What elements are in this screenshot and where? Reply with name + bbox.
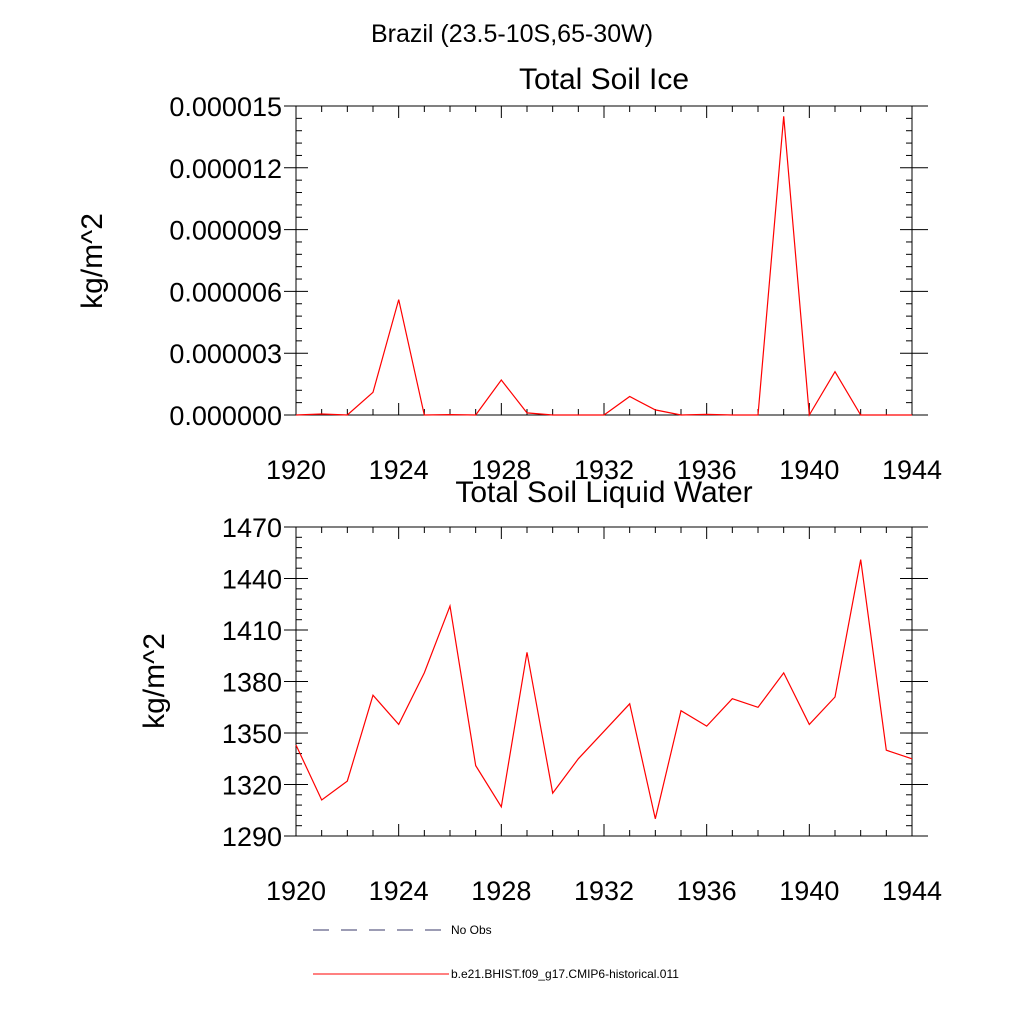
y-tick-label: 0.000000 [169, 401, 282, 431]
x-tick-label: 1936 [677, 876, 737, 906]
x-tick-label: 1928 [471, 876, 531, 906]
series-line [295, 559, 913, 819]
x-tick-label: 1932 [574, 455, 634, 485]
y-tick-label: 0.000006 [169, 277, 282, 307]
panel-total-soil-liquid-water: Total Soil Liquid Water kg/m^2 1920 1924 1… [138, 476, 942, 906]
panel-total-soil-ice: Total Soil Ice kg/m^2 1920 1924 1928 1932 19… [76, 63, 942, 485]
series-line [295, 116, 912, 417]
x-tick-label: 1944 [882, 455, 942, 485]
x-tick-label: 1924 [369, 876, 429, 906]
x-tick-label: 1932 [574, 876, 634, 906]
axes: 1920 1924 1928 1932 1936 1940 1944 1290 1320 1350… [222, 513, 942, 906]
plot-frame [295, 526, 913, 837]
legend-label-no-obs: No Obs [451, 923, 492, 937]
y-tick-label: 1410 [222, 616, 282, 646]
x-tick-label: 1936 [677, 455, 737, 485]
plot-frame [295, 105, 913, 416]
legend-label-model: b.e21.BHIST.f09_g17.CMIP6-historical.011 [451, 967, 679, 981]
x-tick-label: 1944 [882, 876, 942, 906]
y-tick-label: 1320 [222, 771, 282, 801]
x-tick-label: 1920 [266, 876, 326, 906]
y-tick-label: 0.000012 [169, 154, 282, 184]
series-layer [295, 116, 912, 417]
y-axis-label: kg/m^2 [76, 213, 109, 309]
x-tick-label: 1928 [471, 455, 531, 485]
x-tick-label: 1940 [779, 876, 839, 906]
y-tick-label: 1470 [222, 513, 282, 543]
x-tick-label: 1940 [779, 455, 839, 485]
y-tick-label: 1350 [222, 719, 282, 749]
panel-title: Total Soil Liquid Water [455, 476, 752, 509]
legend: No Obs b.e21.BHIST.f09_g17.CMIP6-histori… [313, 923, 679, 981]
x-tick-label: 1924 [369, 455, 429, 485]
y-tick-label: 1380 [222, 668, 282, 698]
panel-title: Total Soil Ice [519, 63, 689, 96]
y-axis-label: kg/m^2 [138, 633, 171, 729]
figure-title: Brazil (23.5-10S,65-30W) [371, 20, 653, 48]
series-layer [295, 559, 913, 819]
y-tick-label: 1290 [222, 822, 282, 852]
axes: 1920 1924 1928 1932 1936 1940 1944 0.000000 0.00… [169, 92, 942, 485]
y-tick-label: 1440 [222, 565, 282, 595]
y-tick-label: 0.000009 [169, 216, 282, 246]
x-tick-label: 1920 [266, 455, 326, 485]
y-tick-label: 0.000003 [169, 339, 282, 369]
y-tick-label: 0.000015 [169, 92, 282, 122]
